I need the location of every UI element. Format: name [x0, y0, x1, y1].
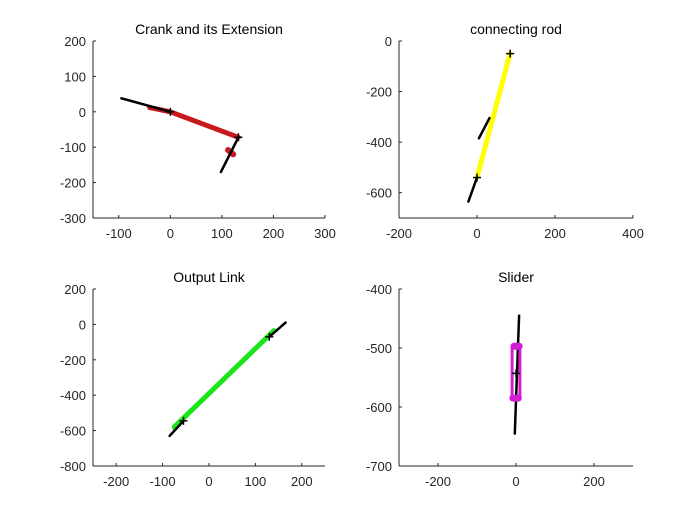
series-line-3 [120, 97, 172, 114]
y-tick-label: 0 [79, 317, 86, 332]
y-tick-label: -200 [60, 176, 86, 191]
y-tick-label: 100 [64, 69, 86, 84]
y-tick-label: -200 [60, 353, 86, 368]
plot-area [120, 97, 243, 174]
y-tick-label: 0 [79, 105, 86, 120]
series-line-1 [474, 51, 513, 180]
x-tick-label: -200 [386, 226, 412, 241]
subplot-1: -100 0 100 200 300 -300 -200 -100 0 100 200 Crank a… [60, 21, 336, 241]
x-tick-label: -100 [106, 226, 132, 241]
series-line-3 [477, 116, 491, 140]
y-tick-label: 0 [385, 34, 392, 49]
series-line-2 [467, 176, 479, 203]
y-tick-label: -600 [60, 424, 86, 439]
y-tick-label: -600 [366, 186, 392, 201]
y-tick-label: -800 [60, 459, 86, 474]
x-tick-label: -200 [103, 474, 129, 489]
x-tick-label: 200 [544, 226, 566, 241]
y-tick-label: -700 [366, 459, 392, 474]
series-line-4 [219, 136, 240, 174]
series-line-1 [171, 328, 277, 430]
x-tick-label: 200 [583, 474, 605, 489]
subplot-3: -200 -100 0 100 200 -800 -600 -400 -200 0 200 Outpu… [60, 269, 325, 489]
x-tick-label: 0 [473, 226, 480, 241]
plot-area [168, 321, 287, 438]
x-tick-label: 200 [263, 226, 285, 241]
x-tick-label: -200 [425, 474, 451, 489]
y-tick-label: -200 [366, 85, 392, 100]
subplot-2: -200 0 200 400 -600 -400 -200 0 connecting rod [366, 21, 644, 241]
y-tick-label: -600 [366, 400, 392, 415]
plot-area [509, 314, 523, 435]
x-tick-label: 300 [314, 226, 336, 241]
y-tick-label: 200 [64, 34, 86, 49]
series-line-2 [168, 419, 185, 438]
x-tick-label: 100 [211, 226, 233, 241]
chart-title: Slider [498, 269, 534, 285]
chart-title: Output Link [173, 269, 246, 285]
y-tick-label: -100 [60, 140, 86, 155]
y-tick-label: -500 [366, 341, 392, 356]
x-tick-label: 400 [622, 226, 644, 241]
y-tick-label: -400 [366, 282, 392, 297]
plot-area [467, 49, 515, 203]
x-tick-label: 0 [512, 474, 519, 489]
x-tick-label: -100 [150, 474, 176, 489]
x-tick-label: 200 [291, 474, 313, 489]
y-tick-label: 200 [64, 282, 86, 297]
x-tick-label: 100 [245, 474, 267, 489]
y-tick-label: -300 [60, 211, 86, 226]
y-tick-label: -400 [366, 135, 392, 150]
subplot-4: -200 0 200 -700 -600 -500 -400 Slider [366, 269, 633, 489]
x-tick-label: 0 [205, 474, 212, 489]
y-tick-label: -400 [60, 388, 86, 403]
chart-title: Crank and its Extension [135, 21, 283, 37]
series-line-3 [268, 321, 287, 339]
chart-title: connecting rod [470, 21, 562, 37]
series-line-1 [513, 314, 521, 435]
x-tick-label: 0 [167, 226, 174, 241]
